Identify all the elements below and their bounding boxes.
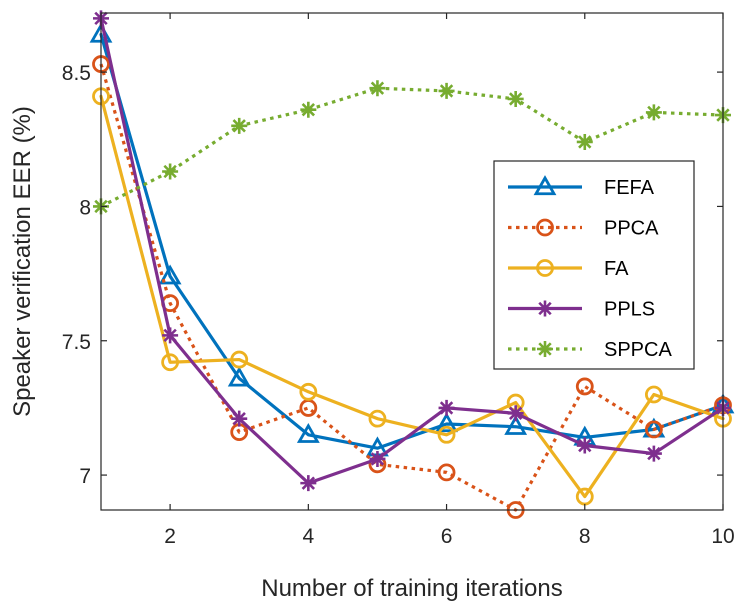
data-point-ppls <box>162 327 179 344</box>
data-point-sppca <box>576 133 593 150</box>
x-axis-label: Number of training iterations <box>261 575 562 602</box>
series-line-ppls <box>99 16 725 485</box>
x-tick-label: 10 <box>711 525 734 548</box>
data-point-fefa <box>227 366 251 387</box>
y-tick-label: 7 <box>79 465 91 488</box>
legend-entry-fa: FA <box>508 258 629 280</box>
y-tick-label: 8 <box>79 196 91 219</box>
data-point-sppca <box>438 82 455 99</box>
legend-marker-fa <box>536 259 554 277</box>
series-line-fa <box>99 94 725 499</box>
legend-marker-ppca <box>536 218 554 237</box>
data-point-fefa <box>435 412 458 433</box>
y-axis-label: Speaker verification EER (%) <box>9 106 36 417</box>
x-tick-label: 4 <box>302 525 314 548</box>
series-line-ppca <box>99 63 724 512</box>
data-point-fa <box>230 350 249 369</box>
data-point-ppls <box>438 399 455 416</box>
data-point-fefa <box>296 422 320 443</box>
data-point-fa <box>161 353 180 372</box>
data-point-ppls <box>645 445 662 462</box>
data-point-ppls <box>300 475 317 492</box>
data-point-ppls <box>576 437 593 454</box>
x-tick-label: 2 <box>164 525 176 548</box>
data-point-ppls <box>507 405 524 422</box>
axes-layer: 2 4 6 8 10 7 7.5 8 8.5 <box>62 12 735 548</box>
legend-entry-ppca: PPCA <box>508 218 659 240</box>
data-point-sppca <box>507 90 524 107</box>
legend-label-fa: FA <box>604 258 629 280</box>
series-line-sppca <box>100 86 724 208</box>
legend-marker-fefa <box>533 175 557 196</box>
legend-label-ppls: PPLS <box>604 299 655 321</box>
legend-entry-fefa: FEFA <box>508 175 655 199</box>
data-point-sppca <box>162 163 179 180</box>
legend-label-sppca: SPPCA <box>604 339 672 361</box>
legend-box <box>493 160 695 370</box>
legend-entry-ppls: PPLS <box>508 299 655 321</box>
axes-frame <box>100 12 724 511</box>
data-point-ppls <box>231 410 248 427</box>
legend-label-fefa: FEFA <box>604 177 655 199</box>
data-point-sppca <box>369 80 386 97</box>
data-point-sppca <box>300 101 317 118</box>
y-tick-label: 8.5 <box>62 62 91 85</box>
data-point-sppca <box>231 117 248 134</box>
legend-label-ppca: PPCA <box>604 218 659 240</box>
data-point-fefa <box>504 414 528 435</box>
data-point-ppca <box>644 420 663 439</box>
series-line-fefa <box>99 32 725 450</box>
data-point-fa <box>644 385 663 404</box>
data-point-ppls <box>369 450 386 467</box>
data-point-ppca <box>575 377 594 396</box>
legend: FEFA PPCA FA PPLS SPPCA <box>493 160 695 370</box>
data-point-fefa <box>158 264 182 285</box>
x-tick-label: 8 <box>579 525 591 548</box>
y-tick-label: 7.5 <box>62 331 91 354</box>
data-point-fa <box>368 409 387 428</box>
data-point-sppca <box>645 104 662 121</box>
data-point-fa <box>437 425 456 444</box>
legend-entry-sppca: SPPCA <box>508 339 672 361</box>
legend-marker-ppls <box>537 300 553 317</box>
legend-marker-sppca <box>537 341 553 357</box>
series-layer <box>89 10 735 519</box>
data-point-fa <box>299 382 318 401</box>
x-tick-label: 6 <box>441 525 453 548</box>
data-point-ppca <box>437 463 456 482</box>
